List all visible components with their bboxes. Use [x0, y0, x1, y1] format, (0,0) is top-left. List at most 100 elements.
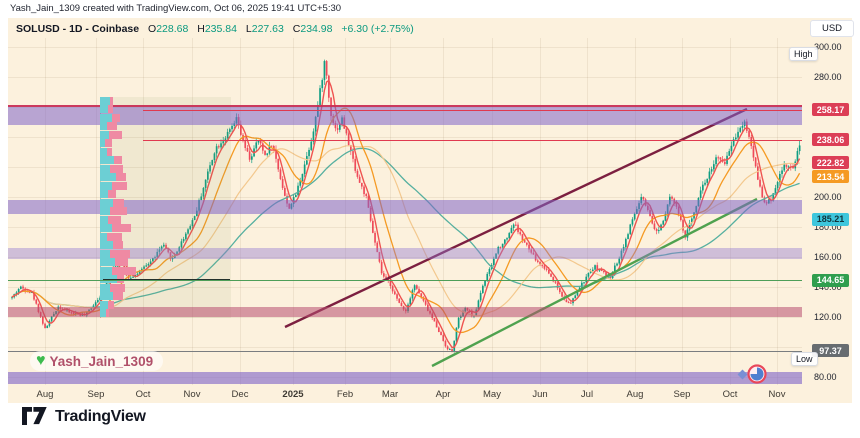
- volume-profile-row[interactable]: [100, 301, 114, 309]
- currency-unit-button[interactable]: USD: [810, 20, 854, 37]
- time-tick-label: Apr: [435, 389, 451, 400]
- volume-profile-up-bar: [100, 241, 113, 249]
- volume-profile-row[interactable]: [100, 114, 120, 122]
- price-badge-144-65: 144.65: [812, 273, 849, 287]
- volume-profile-up-bar: [100, 131, 109, 139]
- support-line-97[interactable]: [8, 350, 802, 353]
- tradingview-logo-icon: [22, 407, 47, 426]
- volume-profile-row[interactable]: [100, 105, 113, 113]
- event-pie-icon: [750, 367, 764, 381]
- price-badge-213-54: 213.54: [812, 170, 849, 184]
- volume-profile-row[interactable]: [100, 309, 109, 317]
- volume-profile-row[interactable]: [100, 284, 125, 292]
- volume-profile-down-bar: [110, 97, 113, 105]
- time-tick-label: Oct: [722, 389, 738, 400]
- volume-profile-down-bar: [113, 241, 123, 249]
- volume-profile-down-bar: [114, 156, 122, 164]
- volume-profile-row[interactable]: [100, 173, 126, 181]
- change-value: +6.30 (+2.75%): [341, 23, 414, 35]
- open-value: 228.68: [156, 23, 189, 35]
- price-tick-label: 80.00: [814, 372, 837, 382]
- volume-profile-down-bar: [112, 267, 136, 275]
- author-name: Yash_Jain_1309: [49, 353, 154, 369]
- time-tick-label: Sep: [87, 389, 105, 400]
- chart-plot-area[interactable]: [8, 38, 802, 385]
- volume-profile-row[interactable]: [100, 250, 130, 258]
- open-label: O: [148, 23, 157, 35]
- high-value: 235.84: [204, 23, 237, 35]
- volume-profile-up-bar: [100, 122, 107, 130]
- symbol-legend[interactable]: SOLUSD - 1D - Coinbase O228.68 H235.84 L…: [16, 23, 414, 35]
- time-tick-label: Sep: [673, 389, 691, 400]
- resistance-line-258[interactable]: [143, 109, 802, 112]
- volume-profile-down-bar: [113, 199, 124, 207]
- poc-line[interactable]: [103, 278, 230, 281]
- volume-profile-down-bar: [112, 182, 127, 190]
- volume-profile-up-bar: [100, 301, 108, 309]
- gridline-horizontal: [8, 77, 802, 78]
- author-watermark: ♥ Yash_Jain_1309: [30, 351, 164, 371]
- volume-profile-up-bar: [100, 309, 106, 317]
- time-scale[interactable]: Aug Sep Oct Nov Dec 2025 Feb Mar Apr May Jun Jul Aug…: [8, 385, 852, 403]
- volume-profile-row[interactable]: [100, 267, 136, 275]
- low-label: L: [245, 23, 252, 35]
- gridline-horizontal: [8, 287, 802, 288]
- price-badge-185-21: 185.21: [812, 212, 849, 226]
- volume-profile-row[interactable]: [100, 233, 122, 241]
- volume-profile-down-bar: [112, 224, 131, 232]
- volume-profile-row[interactable]: [100, 182, 127, 190]
- low-value: 227.63: [251, 23, 284, 35]
- zone-162[interactable]: [8, 248, 802, 260]
- zone-80[interactable]: [8, 371, 802, 384]
- support-line-144[interactable]: [8, 280, 802, 282]
- time-tick-label: Dec: [231, 389, 249, 400]
- price-tick-label: 180.00: [814, 222, 842, 232]
- volume-profile-up-bar: [100, 284, 110, 292]
- volume-profile-row[interactable]: [100, 190, 116, 198]
- symbol-title: SOLUSD - 1D - Coinbase: [16, 23, 140, 35]
- calendar-event-icon[interactable]: [733, 362, 769, 386]
- volume-profile-down-bar: [106, 309, 109, 317]
- price-tick-label: 300.00: [814, 42, 842, 52]
- gridline-horizontal: [8, 47, 802, 48]
- volume-profile-row[interactable]: [100, 224, 131, 232]
- volume-profile-row[interactable]: [100, 199, 124, 207]
- volume-profile-down-bar: [108, 190, 116, 198]
- volume-profile-row[interactable]: [100, 241, 123, 249]
- volume-profile-row[interactable]: [100, 165, 123, 173]
- volume-profile-down-bar: [110, 250, 130, 258]
- volume-profile-up-bar: [100, 97, 110, 105]
- volume-profile-row[interactable]: [100, 122, 117, 130]
- high-range-marker: High: [789, 47, 818, 61]
- gridline-horizontal: [8, 257, 802, 258]
- zone-258[interactable]: [8, 104, 802, 125]
- event-diamond-icon: [737, 369, 748, 380]
- volume-profile-row[interactable]: [100, 216, 121, 224]
- volume-profile-row[interactable]: [100, 131, 122, 139]
- volume-profile-down-bar: [108, 105, 113, 113]
- zone-123[interactable]: [8, 306, 802, 317]
- volume-profile-row[interactable]: [100, 139, 112, 147]
- volume-profile-row[interactable]: [100, 292, 123, 300]
- price-badge-238-06: 238.06: [812, 133, 849, 147]
- volume-profile-row[interactable]: [100, 258, 128, 266]
- volume-profile-row[interactable]: [100, 148, 112, 156]
- resistance-line-238[interactable]: [143, 139, 802, 142]
- time-tick-label: Mar: [381, 389, 399, 400]
- volume-profile-row[interactable]: [100, 156, 122, 164]
- tradingview-logo[interactable]: TradingView: [22, 407, 146, 426]
- time-tick-label: Nov: [768, 389, 786, 400]
- volume-profile-down-bar: [112, 114, 120, 122]
- volume-profile-up-bar: [100, 173, 116, 181]
- volume-profile-row[interactable]: [100, 207, 127, 215]
- volume-profile-row[interactable]: [100, 97, 113, 105]
- price-scale[interactable]: 300.00 280.00 200.00 180.00 160.00 140.00 120.…: [802, 38, 852, 385]
- volume-profile-up-bar: [100, 250, 110, 258]
- zone-192[interactable]: [8, 200, 802, 215]
- gridline-horizontal: [8, 137, 802, 138]
- volume-profile-up-bar: [100, 216, 108, 224]
- time-tick-label: 2025: [282, 389, 304, 400]
- price-tick-label: 200.00: [814, 192, 842, 202]
- time-tick-label: May: [483, 389, 501, 400]
